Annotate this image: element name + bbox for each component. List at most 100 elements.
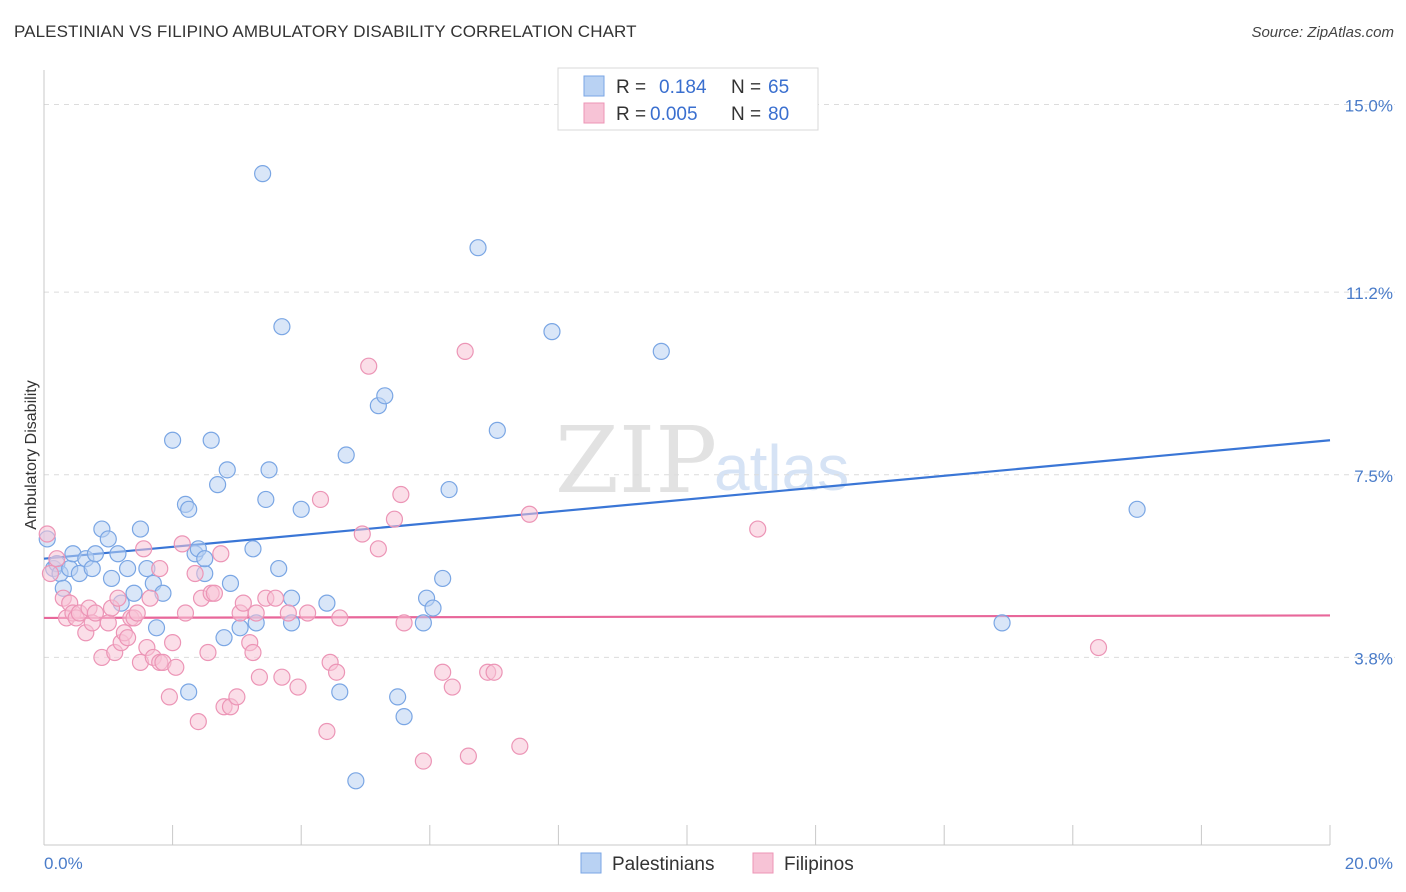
legend-r-label: R = — [616, 77, 646, 98]
point-filipinos — [443, 678, 461, 696]
point-filipinos — [273, 668, 291, 686]
point-palestinians — [86, 545, 105, 563]
point-palestinians — [395, 708, 413, 726]
point-filipinos — [99, 614, 117, 632]
point-filipinos — [360, 357, 378, 375]
point-palestinians — [180, 500, 198, 518]
point-filipinos — [164, 634, 182, 652]
point-palestinians — [469, 239, 487, 257]
legend-r-value: 0.184 — [659, 77, 707, 98]
point-filipinos — [520, 505, 539, 523]
point-palestinians — [131, 520, 150, 538]
point-palestinians — [652, 342, 670, 360]
point-palestinians — [109, 545, 127, 563]
point-palestinians — [99, 530, 117, 548]
y-tick-labels: 3.8% 7.5% 11.2% 15.0% — [1345, 97, 1393, 669]
point-filipinos — [141, 589, 159, 607]
x-tick-label-start: 0.0% — [44, 854, 83, 873]
point-filipinos — [167, 658, 185, 676]
point-filipinos — [176, 604, 195, 622]
source-label: Source: ZipAtlas.com — [1251, 24, 1394, 41]
point-palestinians — [414, 614, 432, 632]
bottom-legend-filipinos: Filipinos — [784, 854, 854, 875]
point-palestinians — [389, 688, 407, 706]
point-filipinos — [318, 722, 336, 741]
point-palestinians — [125, 584, 143, 602]
point-palestinians — [196, 550, 214, 568]
bottom-legend: Palestinians Filipinos — [580, 852, 854, 875]
data-points — [38, 165, 1146, 790]
legend: R = 0.184 N = 65 R = 0.005 N = 80 — [557, 67, 819, 131]
watermark: ZIP atlas — [555, 407, 849, 514]
point-palestinians — [347, 772, 365, 790]
point-palestinians — [164, 431, 182, 449]
point-palestinians — [202, 431, 220, 449]
point-filipinos — [459, 747, 477, 765]
legend-n-label: N = — [731, 104, 761, 125]
point-filipinos — [327, 663, 346, 681]
point-filipinos — [38, 525, 56, 543]
point-filipinos — [485, 663, 503, 681]
chart-title: PALESTINIAN VS FILIPINO AMBULATORY DISAB… — [14, 22, 637, 41]
point-palestinians — [488, 421, 506, 439]
point-filipinos — [48, 550, 66, 568]
point-filipinos — [311, 490, 330, 509]
point-filipinos — [279, 604, 297, 622]
point-palestinians — [231, 619, 249, 637]
point-filipinos — [160, 688, 178, 706]
bottom-legend-swatch-filipinos — [752, 852, 774, 874]
point-filipinos — [353, 525, 371, 543]
point-filipinos — [109, 589, 127, 607]
point-palestinians — [337, 446, 355, 464]
point-palestinians — [221, 574, 240, 592]
point-palestinians — [1128, 500, 1146, 518]
legend-n-value: 65 — [768, 77, 789, 98]
y-tick-label: 7.5% — [1354, 467, 1393, 486]
point-palestinians — [273, 318, 291, 336]
legend-swatch-blue — [583, 75, 605, 97]
point-filipinos — [199, 643, 217, 662]
point-palestinians — [215, 629, 233, 647]
point-palestinians — [218, 461, 236, 479]
point-palestinians — [209, 476, 227, 494]
point-palestinians — [83, 559, 101, 578]
point-filipinos — [392, 485, 410, 504]
point-filipinos — [135, 540, 153, 558]
point-palestinians — [434, 569, 452, 588]
y-axis-label: Ambulatory Disability — [23, 380, 40, 529]
point-palestinians — [331, 683, 349, 701]
bottom-legend-swatch-palestinians — [580, 852, 602, 874]
point-filipinos — [118, 629, 137, 647]
point-palestinians — [993, 614, 1011, 632]
point-palestinians — [118, 559, 137, 578]
point-palestinians — [260, 461, 278, 479]
point-palestinians — [270, 559, 288, 578]
point-filipinos — [385, 510, 404, 528]
point-filipinos — [1089, 638, 1108, 657]
point-palestinians — [318, 594, 336, 612]
point-filipinos — [456, 342, 474, 360]
gridlines — [44, 104, 1395, 658]
watermark-zip: ZIP — [555, 407, 717, 514]
point-palestinians — [147, 619, 166, 637]
legend-n-label: N = — [731, 77, 761, 98]
point-filipinos — [369, 540, 387, 558]
point-filipinos — [289, 678, 307, 696]
point-palestinians — [257, 490, 275, 509]
legend-r-value: 0.005 — [650, 104, 698, 125]
y-tick-label: 11.2% — [1346, 284, 1393, 303]
point-filipinos — [228, 688, 246, 706]
legend-n-value: 80 — [768, 104, 789, 125]
point-filipinos — [434, 663, 452, 681]
trend-line-palestinians — [43, 439, 1331, 560]
point-palestinians — [543, 323, 561, 341]
watermark-atlas: atlas — [714, 432, 849, 504]
legend-swatch-pink — [583, 102, 605, 124]
point-filipinos — [511, 737, 529, 755]
point-filipinos — [128, 604, 146, 622]
point-palestinians — [292, 500, 310, 518]
point-filipinos — [250, 668, 269, 686]
point-filipinos — [212, 545, 230, 563]
point-filipinos — [189, 712, 207, 731]
